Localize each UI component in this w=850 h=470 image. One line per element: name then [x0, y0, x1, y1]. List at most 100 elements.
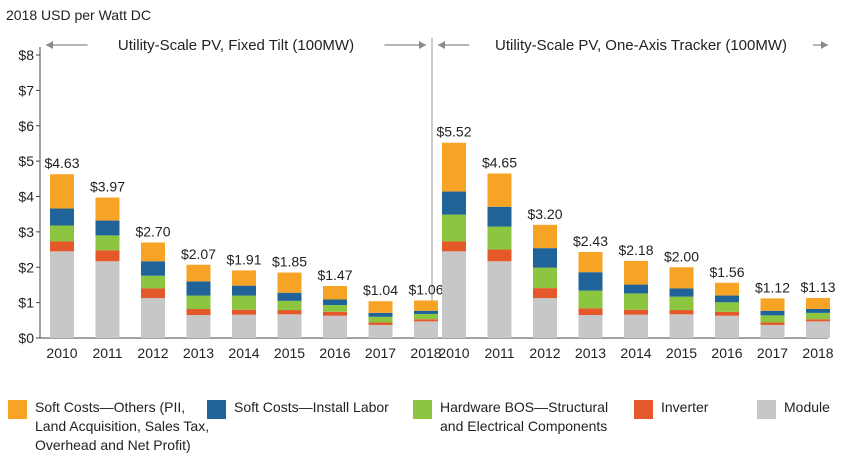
- bar-segment: [760, 298, 785, 311]
- legend-label-line: Soft Costs—Install Labor: [234, 399, 389, 415]
- bar-total-label: $1.04: [363, 282, 398, 298]
- bar-segment: [624, 293, 648, 310]
- bar-total-label: $2.70: [135, 223, 170, 239]
- x-tick-label: 2015: [666, 345, 697, 361]
- x-tick-label: 2012: [137, 345, 168, 361]
- bar-segment: [442, 241, 466, 252]
- legend-swatch: [757, 400, 776, 419]
- x-tick-label: 2017: [365, 345, 396, 361]
- bar-segment: [323, 299, 347, 306]
- bar-segment: [442, 214, 466, 242]
- bar-stack-2015: [669, 267, 694, 338]
- bar-segment: [141, 288, 165, 299]
- bar-total-label: $2.07: [181, 246, 216, 262]
- bar-total-label: $2.00: [664, 248, 699, 264]
- bar-segment: [277, 300, 302, 311]
- y-tick-label: $7: [18, 82, 34, 98]
- bar-segment: [186, 315, 211, 338]
- bar-segment: [186, 295, 211, 309]
- bar-segment: [806, 298, 830, 309]
- bar-segment: [669, 267, 694, 289]
- legend-swatch: [207, 400, 226, 419]
- bar-stack-2016: [715, 282, 739, 338]
- y-tick-label: $3: [18, 224, 34, 240]
- legend-item: Soft Costs—Install Labor: [207, 398, 389, 419]
- bar-segment: [578, 290, 603, 309]
- bar-segment: [487, 249, 512, 262]
- bar-segment: [760, 315, 785, 323]
- y-tick-label: $8: [18, 47, 34, 63]
- bar-segment: [624, 309, 648, 315]
- x-tick-label: 2014: [228, 345, 259, 361]
- x-tick-label: 2011: [484, 345, 514, 361]
- bar-segment: [277, 292, 302, 301]
- bar-stack-2010: [50, 174, 74, 338]
- panel-1: Utility-Scale PV, Fixed Tilt (100MW) $4.6…: [44, 37, 443, 361]
- bar-segment: [669, 296, 694, 311]
- legend-label-line: and Electrical Components: [440, 418, 608, 434]
- chart-panels: Utility-Scale PV, Fixed Tilt (100MW) $4.6…: [44, 37, 835, 361]
- legend-label-line: Land Acquisition, Sales Tax,: [35, 418, 210, 434]
- bar-segment: [95, 261, 120, 338]
- bar-segment: [533, 248, 557, 268]
- bar-segment: [323, 305, 347, 312]
- x-tick-label: 2011: [92, 345, 122, 361]
- bar-total-label: $1.56: [709, 264, 744, 280]
- bar-segment: [95, 235, 120, 251]
- x-tick-label: 2013: [183, 345, 214, 361]
- bar-segment: [277, 272, 302, 293]
- bar-total-label: $2.18: [618, 242, 653, 258]
- bar-stack-2016: [323, 285, 347, 338]
- bar-segment: [141, 261, 165, 276]
- bar-segment: [533, 224, 557, 249]
- legend-swatch: [8, 400, 27, 419]
- bar-stack-2010: [442, 142, 466, 338]
- bar-total-label: $1.85: [272, 254, 307, 270]
- bar-segment: [578, 272, 603, 291]
- x-tick-label: 2018: [802, 345, 833, 361]
- bar-segment: [806, 321, 830, 338]
- bar-segment: [232, 295, 256, 310]
- legend-label-line: Hardware BOS—Structural: [440, 399, 609, 415]
- legend-swatch: [413, 400, 432, 419]
- bar-segment: [141, 298, 165, 338]
- bar-segment: [141, 242, 165, 262]
- bar-segment: [806, 308, 830, 313]
- bar-segment: [186, 264, 211, 282]
- bar-segment: [323, 315, 347, 338]
- bar-segment: [442, 191, 466, 215]
- bar-segment: [95, 220, 120, 236]
- panel-title: Utility-Scale PV, One-Axis Tracker (100M…: [495, 37, 787, 54]
- bar-segment: [578, 308, 603, 316]
- x-tick-label: 2016: [711, 345, 742, 361]
- bar-segment: [533, 298, 557, 338]
- bar-segment: [50, 251, 74, 338]
- bar-stack-2014: [232, 270, 256, 338]
- bar-segment: [414, 319, 438, 322]
- bar-segment: [715, 311, 739, 316]
- bar-segment: [487, 206, 512, 227]
- bar-segment: [760, 324, 785, 338]
- bar-segment: [50, 208, 74, 226]
- bar-segment: [760, 322, 785, 325]
- bar-segment: [368, 316, 393, 323]
- bar-segment: [533, 267, 557, 289]
- bar-stack-2011: [95, 197, 120, 338]
- y-tick-label: $0: [18, 330, 34, 346]
- legend-item: Hardware BOS—Structural and Electrical Co…: [413, 398, 608, 436]
- bar-segment: [414, 310, 438, 314]
- legend-item: Module: [757, 398, 830, 419]
- panel-arrow-right: [812, 41, 828, 49]
- x-tick-label: 2013: [575, 345, 606, 361]
- bar-segment: [368, 312, 393, 317]
- bar-total-label: $1.06: [408, 282, 443, 298]
- x-tick-label: 2016: [319, 345, 350, 361]
- bar-segment: [368, 301, 393, 313]
- bar-stack-2015: [277, 272, 302, 338]
- bar-segment: [50, 241, 74, 252]
- bar-stack-2012: [141, 242, 165, 338]
- bar-stack-2012: [533, 224, 557, 338]
- x-tick-label: 2012: [529, 345, 560, 361]
- legend-label: Module: [784, 398, 830, 417]
- bar-segment: [487, 261, 512, 338]
